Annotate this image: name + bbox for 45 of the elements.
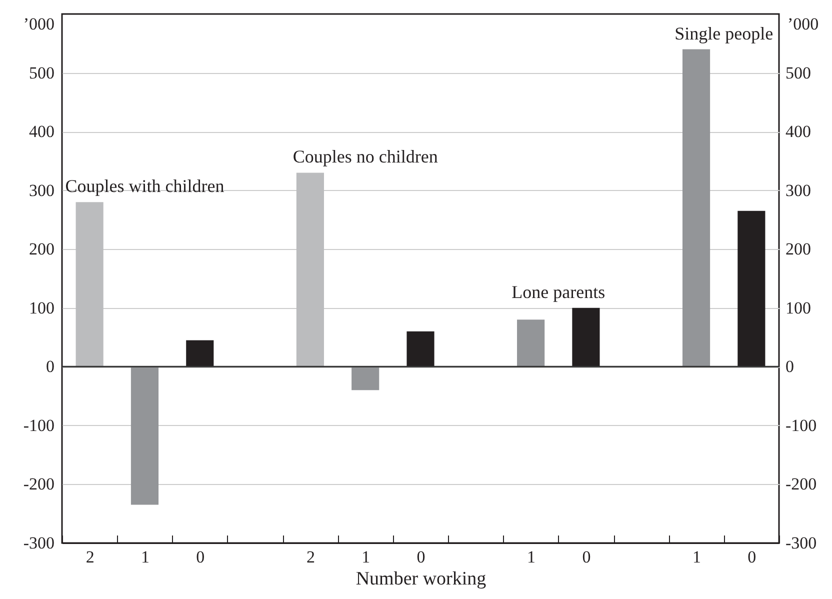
y-tick-label: 100 [29, 298, 54, 318]
y2-axis-title: ’000 [788, 14, 819, 34]
bar [186, 340, 214, 367]
y-tick-label: 0 [46, 357, 54, 376]
x-tick-label: 0 [196, 548, 205, 566]
y2-tick-label: 100 [786, 298, 811, 318]
y2-tick-label: 300 [786, 180, 811, 200]
y-tick-label: 500 [29, 63, 54, 82]
x-tick-label: 1 [527, 548, 536, 566]
x-tick-label: 1 [362, 548, 370, 566]
bar [76, 202, 104, 367]
bar [296, 172, 324, 367]
bar [738, 210, 766, 367]
y-tick-label: -100 [23, 416, 54, 435]
x-tick-label: 0 [748, 548, 756, 566]
bar [406, 331, 434, 367]
annotation: Couples no children [292, 146, 438, 167]
bar [130, 366, 159, 505]
annotation: Couples with children [65, 176, 224, 196]
x-tick-label: 2 [306, 548, 315, 566]
y2-tick-label: -300 [786, 534, 817, 552]
annotation: Single people [674, 23, 774, 44]
y2-tick-label: -200 [786, 474, 817, 494]
x-tick-label: 0 [416, 548, 426, 566]
x-tick-label: 2 [86, 548, 94, 566]
bar [352, 366, 380, 390]
y2-tick-label: 200 [786, 240, 811, 259]
x-tick-label: 1 [692, 548, 702, 566]
y-tick-label: 200 [29, 240, 54, 259]
annotation: Lone parents [512, 282, 606, 302]
y-tick-label: -200 [23, 474, 54, 494]
y-tick-label: 300 [29, 180, 54, 200]
x-tick-label: 0 [582, 548, 591, 566]
y-tick-label: 400 [29, 122, 54, 142]
bar [572, 308, 600, 367]
y-tick-label: -300 [23, 534, 54, 552]
y-axis-title: ’000 [23, 14, 54, 34]
y2-tick-label: -100 [786, 416, 817, 435]
y2-tick-label: 500 [786, 63, 811, 82]
y2-tick-label: 0 [786, 357, 794, 376]
y2-tick-label: 400 [786, 122, 811, 142]
bar [682, 49, 710, 367]
x-axis-title: Number working [356, 568, 487, 590]
x-tick-label: 1 [140, 548, 150, 566]
bar [517, 320, 545, 367]
